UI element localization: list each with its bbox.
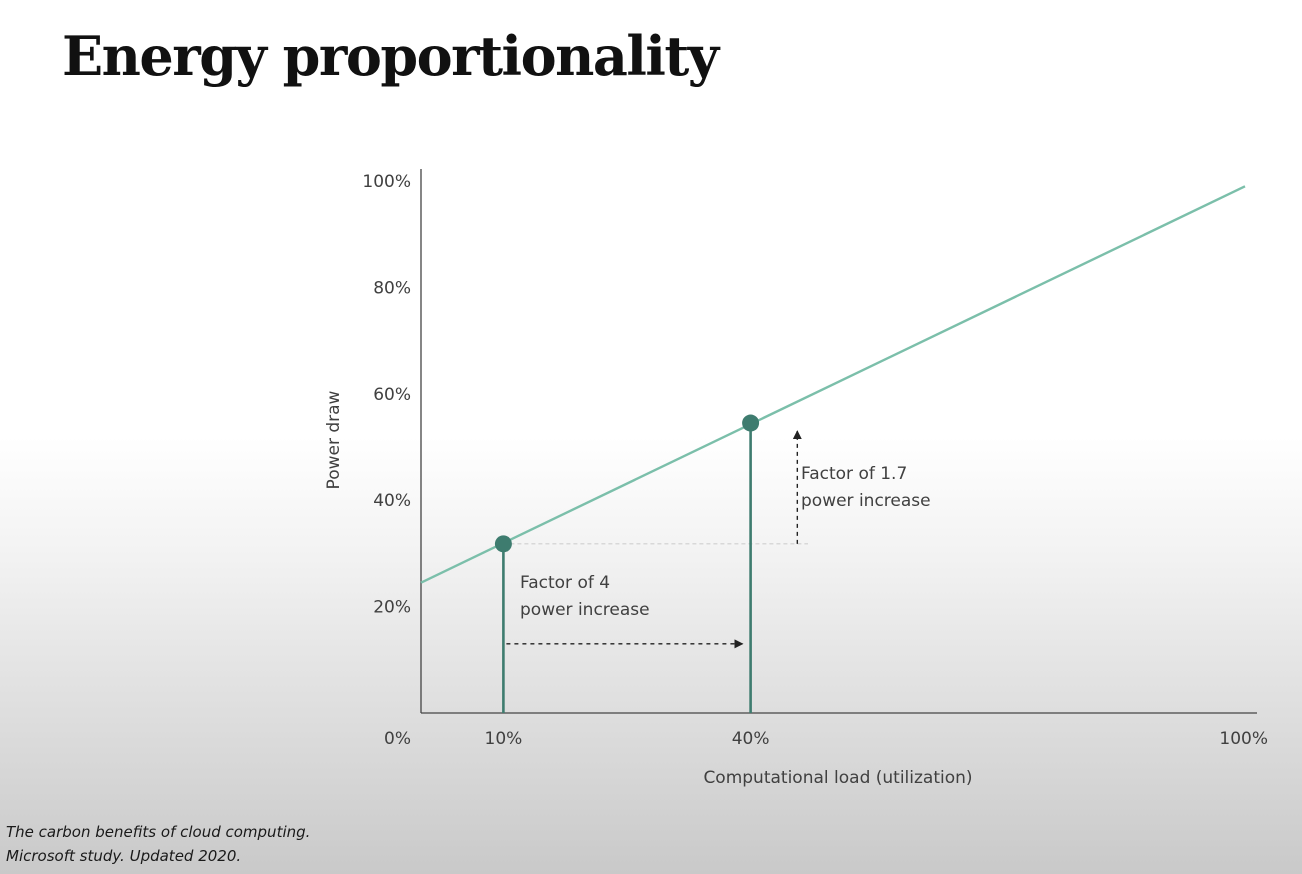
slide-title: Energy proportionality (62, 24, 719, 88)
load-annotation-line-2: power increase (520, 600, 650, 620)
y-tick-label: 40% (373, 491, 411, 511)
y-tick-label: 20% (373, 598, 411, 618)
chart-guides (503, 430, 808, 649)
power-annotation-line-2: power increase (801, 491, 931, 511)
x-tick-label: 100% (1219, 729, 1268, 749)
data-point (742, 414, 760, 432)
chart-axes (420, 169, 1257, 714)
x-tick-label: 0% (384, 729, 411, 749)
x-tick-label: 10% (485, 729, 523, 749)
x-tick-label: 40% (732, 729, 770, 749)
load-annotation-line-1: Factor of 4 (520, 573, 610, 593)
y-tick-label: 60% (373, 385, 411, 405)
chart-labels: 20% 40% 60% 80% 100% 0% 10% 40% 100% Computationa… (324, 172, 1268, 788)
x-axis-label: Computational load (utilization) (703, 768, 972, 788)
citation-line-2: Microsoft study. Updated 2020. (6, 847, 242, 865)
chart-series (420, 185, 1246, 713)
y-tick-label: 80% (373, 278, 411, 298)
citation: The carbon benefits of cloud computing. … (6, 820, 310, 868)
y-tick-label: 100% (362, 172, 411, 192)
data-point (494, 535, 512, 553)
power-draw-line (420, 185, 1246, 584)
power-annotation-line-1: Factor of 1.7 (801, 464, 907, 484)
citation-line-1: The carbon benefits of cloud computing. (6, 823, 311, 841)
y-axis-label: Power draw (324, 390, 344, 489)
